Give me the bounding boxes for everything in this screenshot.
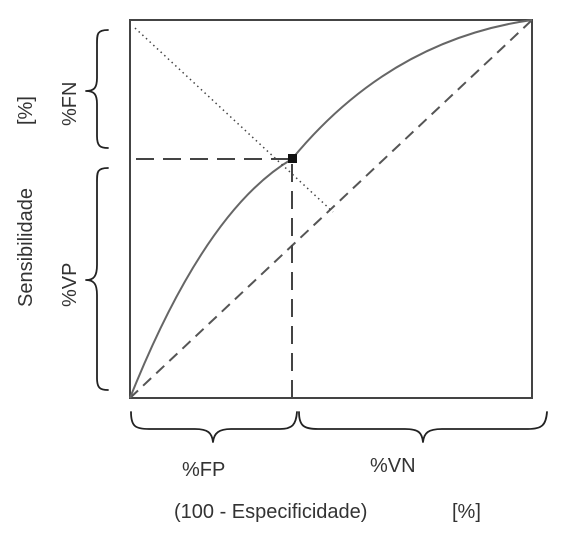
x-axis-unit: [%] [452,501,481,523]
chance-diagonal [129,19,533,399]
y-axis-title: Sensibilidade [15,188,37,307]
true-positive-label: %VP [59,263,81,307]
false-negative-label: %FN [59,82,81,126]
left-braces [85,29,109,391]
false-positive-label: %FP [182,459,225,481]
text-labels: Sensibilidade [%] %FN %VP %FP %VN (100 -… [15,82,481,523]
dotted-reference-line [134,27,334,213]
true-positive-brace [85,167,109,391]
false-positive-brace [130,411,298,443]
true-negative-brace [298,411,548,443]
plot-area [129,19,533,399]
true-negative-label: %VN [370,455,416,477]
bottom-braces [130,411,548,443]
false-negative-brace [85,29,109,149]
x-axis-title: (100 - Especificidade) [174,501,367,523]
plot-frame [129,19,533,399]
y-axis-unit: [%] [15,96,37,125]
operating-point-marker [288,154,297,163]
